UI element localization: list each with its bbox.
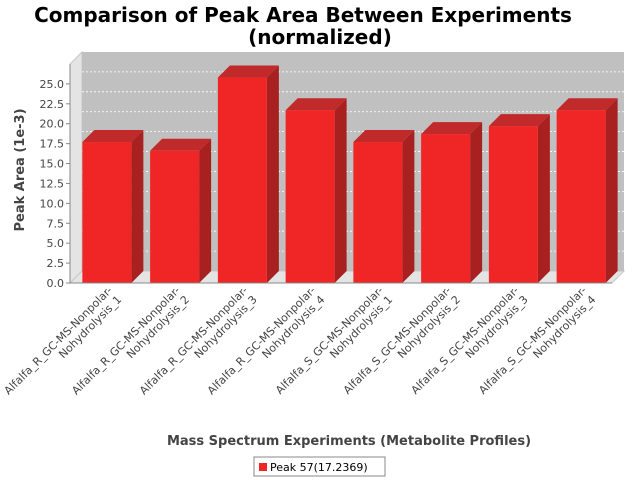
bar [353,142,403,283]
y-axis-title: Peak Area (1e-3) [13,108,28,231]
bar-top [421,122,483,135]
bar-group [556,98,618,284]
bar [285,110,335,284]
x-axis-title: Mass Spectrum Experiments (Metabolite Pr… [167,434,531,449]
bar-side [334,98,347,284]
bar [421,134,471,283]
legend-frame [253,456,386,477]
y-axis: 0.0 2.5 5.0 7.5 10.0 12.5 15.0 17.5 20.0 22.5 25.0 [40,64,71,290]
bar-top [556,98,618,111]
y-tick-label: 15.0 [40,158,65,171]
y-tick-label: 25.0 [40,78,65,91]
bar-top [353,130,415,143]
legend-swatch [259,463,267,471]
bar-top [150,138,212,151]
bar-group [353,130,415,283]
legend-label: Peak 57(17.2369) [270,461,368,474]
y-tick-label: 5.0 [47,237,65,250]
legend: Peak 57(17.2369) [253,456,386,477]
y-tick-label: 22.5 [40,98,65,111]
y-tick-label: 10.0 [40,197,65,210]
y-tick-label: 20.0 [40,118,65,131]
chart-subtitle: (normalized) [248,25,392,49]
bar-group [217,65,279,284]
bar-top [82,130,144,143]
bar-group [488,114,550,283]
bar-group [150,138,212,283]
bar [82,142,132,283]
bar [556,110,606,284]
bar [488,126,538,283]
bar-top [488,114,550,127]
bar-top [217,65,279,78]
bar-side [470,122,483,283]
bar [150,150,200,283]
x-tick-label: Alfalfa_R_GC-MS-Nonpolar-Nohydrolysis_1 [2,284,125,407]
bar-side [537,114,550,283]
bar-side [402,130,415,283]
plot-side-wall [69,50,83,285]
bars [82,65,618,284]
bar-side [605,98,618,284]
bar-group [82,130,144,283]
x-axis: Alfalfa_R_GC-MS-Nonpolar-Nohydrolysis_1A… [2,282,612,407]
bar-group [421,122,483,283]
bar-group [285,98,347,284]
y-tick-label: 17.5 [40,138,65,151]
bar-side [131,130,144,283]
bar [217,77,267,284]
bar-side [266,65,279,284]
chart-title: Comparison of Peak Area Between Experime… [34,3,572,27]
y-tick-label: 2.5 [47,257,65,270]
y-tick-label: 7.5 [47,217,65,230]
y-tick-label: 0.0 [47,277,65,290]
bar-top [285,98,347,111]
bar-side [199,138,212,283]
y-tick-label: 12.5 [40,177,65,190]
